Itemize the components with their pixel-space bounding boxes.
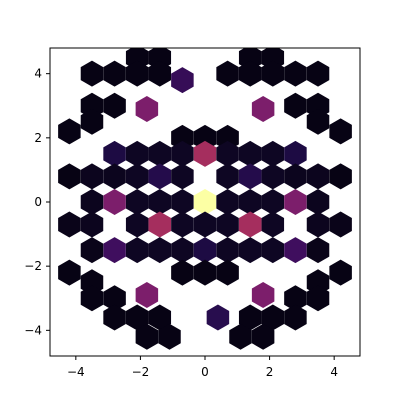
hexbin-cell xyxy=(194,260,217,286)
hexbin-cell xyxy=(171,260,194,286)
hexbin-cell xyxy=(149,211,172,237)
hexbin-cell xyxy=(81,237,104,263)
hexbin-cell xyxy=(329,260,352,286)
hexbin-cell xyxy=(216,163,239,189)
y-tick-label: 0 xyxy=(34,195,42,209)
hexbin-cell xyxy=(194,189,217,215)
hexbin-cell xyxy=(262,211,285,237)
hexbin-cell xyxy=(149,189,172,215)
hexbin-cell xyxy=(252,282,275,308)
hexbin-cell xyxy=(329,163,352,189)
hexbin-cell xyxy=(81,163,104,189)
hexbin-cell xyxy=(262,163,285,189)
hexbin-cell xyxy=(239,141,262,167)
hexbin-cell xyxy=(284,237,307,263)
hexbin-cell xyxy=(149,237,172,263)
hexbin-cell xyxy=(126,189,149,215)
hexbin-cell xyxy=(103,163,126,189)
hexbin-cell xyxy=(103,61,126,87)
hexbin-cell xyxy=(284,141,307,167)
x-tick-label: −4 xyxy=(67,365,85,379)
hexbin-cell xyxy=(239,211,262,237)
hexbin-cell xyxy=(284,93,307,119)
hexbin-cell xyxy=(262,237,285,263)
y-tick-label: 2 xyxy=(34,131,42,145)
hexbin-cell xyxy=(307,163,330,189)
hexbin-cell xyxy=(329,118,352,144)
hexbin-cell xyxy=(103,305,126,331)
hexbin-cell xyxy=(239,237,262,263)
hexbin-cell xyxy=(194,211,217,237)
x-tick-label: 0 xyxy=(201,365,209,379)
hexbin-cell xyxy=(216,61,239,87)
hexbin-cell xyxy=(284,189,307,215)
hexbin-cell xyxy=(307,189,330,215)
hexbin-cell xyxy=(136,96,159,122)
hexbin-cell xyxy=(262,141,285,167)
y-tick-label: 4 xyxy=(34,67,42,81)
y-tick-label: −2 xyxy=(24,259,42,273)
hexbin-cell xyxy=(136,282,159,308)
hexbin-cell xyxy=(171,67,194,93)
hexbin-cell xyxy=(239,189,262,215)
y-tick-label: −4 xyxy=(24,323,42,337)
plot-area xyxy=(58,45,352,350)
hexbin-cell xyxy=(239,163,262,189)
x-tick-label: 2 xyxy=(266,365,274,379)
hexbin-cell xyxy=(307,237,330,263)
x-axis-ticks: −4 −2 0 2 4 xyxy=(67,356,338,379)
hexbin-cell xyxy=(126,237,149,263)
hexbin-cell xyxy=(81,189,104,215)
hexbin-cell xyxy=(149,163,172,189)
y-axis-ticks: −4 −2 0 2 4 xyxy=(24,67,50,338)
hexbin-cell xyxy=(307,211,330,237)
hexbin-cell xyxy=(103,141,126,167)
x-tick-label: −2 xyxy=(132,365,150,379)
hexbin-cell xyxy=(262,189,285,215)
hexbin-cell xyxy=(252,96,275,122)
hexbin-cell xyxy=(103,189,126,215)
hexbin-cell xyxy=(216,211,239,237)
hexbin-cell xyxy=(171,189,194,215)
hexbin-cell xyxy=(329,211,352,237)
hexbin-cell xyxy=(103,237,126,263)
hexbin-cell xyxy=(126,141,149,167)
hexbin-cell xyxy=(126,211,149,237)
hexbin-cell xyxy=(207,305,230,331)
hexbin-cell xyxy=(149,141,172,167)
hexbin-cell xyxy=(216,237,239,263)
hexbin-cell xyxy=(58,163,81,189)
hexbin-cell xyxy=(58,118,81,144)
hexbin-cell xyxy=(194,237,217,263)
hexbin-cell xyxy=(126,163,149,189)
hexbin-cell xyxy=(307,61,330,87)
hexbin-cell xyxy=(81,211,104,237)
hexbin-cell xyxy=(216,189,239,215)
x-tick-label: 4 xyxy=(330,365,338,379)
hexbin-cell xyxy=(216,260,239,286)
hexbin-cell xyxy=(171,237,194,263)
hexbin-cell xyxy=(284,61,307,87)
hexbin-cell xyxy=(103,93,126,119)
hexbin-cell xyxy=(284,305,307,331)
hexbin-cell xyxy=(58,260,81,286)
hexbin-cell xyxy=(171,211,194,237)
hexbin-cell xyxy=(284,163,307,189)
hexbin-cell xyxy=(171,163,194,189)
hexbin-cell xyxy=(81,61,104,87)
hexbin-cell xyxy=(58,211,81,237)
